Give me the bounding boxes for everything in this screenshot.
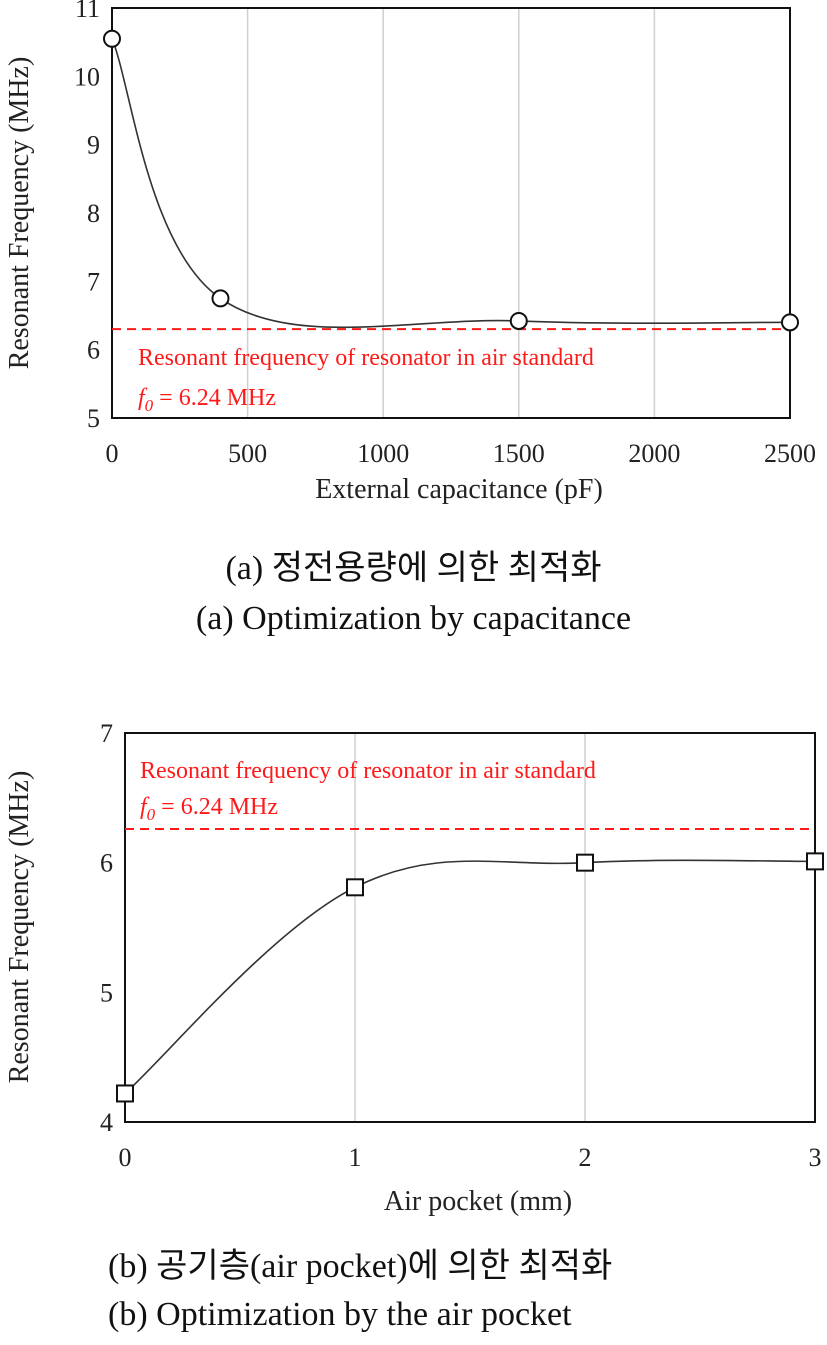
f-value: = 6.24 MHz <box>153 385 276 411</box>
chart-b: 0 1 2 3 4 5 6 7 Air pocket (mm) Resonant Frequenc… <box>4 719 824 1217</box>
f-value: = 6.24 MHz <box>155 794 278 820</box>
data-point <box>781 313 799 332</box>
data-point <box>509 311 528 330</box>
y-tick-label: 7 <box>87 267 100 296</box>
series-line <box>124 859 816 1095</box>
data-point <box>116 1084 134 1103</box>
x-axis-label: Air pocket (mm) <box>384 1186 572 1217</box>
f-symbol: f <box>138 385 148 411</box>
x-tick-label: 2500 <box>764 439 816 468</box>
x-tick-label: 2000 <box>628 439 680 468</box>
chart-a: 0 500 1000 1500 2000 2500 5 6 7 8 9 10 11 External ca… <box>4 0 816 505</box>
y-tick-label: 6 <box>87 336 100 365</box>
data-point <box>806 852 824 871</box>
y-tick-label: 5 <box>87 404 100 433</box>
x-tick-label: 1500 <box>493 439 545 468</box>
y-tick-label: 4 <box>100 1108 113 1137</box>
caption-a-english: (a) Optimization by capacitance <box>195 600 632 637</box>
data-point <box>103 29 121 48</box>
y-tick-label: 6 <box>100 849 113 878</box>
data-point <box>346 878 364 897</box>
plot-frame <box>111 7 791 419</box>
x-tick-label: 500 <box>228 439 267 468</box>
caption-a-korean: (a) 정전용량에 의한 최적화 <box>225 550 602 587</box>
caption-b-english: (b) Optimization by the air pocket <box>108 1296 572 1333</box>
y-tick-label: 7 <box>100 719 113 748</box>
f-subscript: 0 <box>145 396 154 415</box>
caption-b-korean: (b) 공기층(air pocket)에 의한 최적화 <box>108 1248 613 1285</box>
reference-value-annotation: f0 = 6.24 MHz <box>138 385 276 415</box>
plot-frame <box>124 732 816 1123</box>
reference-annotation: Resonant frequency of resonator in air s… <box>140 758 596 784</box>
y-tick-label: 9 <box>87 131 100 160</box>
y-tick-label: 5 <box>100 978 113 1007</box>
y-axis-label: Resonant Frequency (MHz) <box>4 57 35 370</box>
x-axis-label: External capacitance (pF) <box>315 474 603 505</box>
x-tick-label: 1 <box>349 1143 362 1172</box>
y-tick-label: 8 <box>87 199 100 228</box>
y-axis-label: Resonant Frequency (MHz) <box>4 771 35 1084</box>
x-tick-label: 1000 <box>357 439 409 468</box>
y-tick-label: 11 <box>75 0 100 23</box>
x-tick-label: 3 <box>809 1143 822 1172</box>
x-tick-label: 2 <box>579 1143 592 1172</box>
data-point <box>211 289 230 308</box>
reference-annotation: Resonant frequency of resonator in air s… <box>138 345 594 371</box>
x-tick-label: 0 <box>119 1143 132 1172</box>
data-point <box>576 853 594 872</box>
f-subscript: 0 <box>147 805 156 824</box>
x-tick-label: 0 <box>106 439 119 468</box>
y-tick-label: 10 <box>74 62 100 91</box>
reference-value-annotation: f0 = 6.24 MHz <box>140 794 278 824</box>
f-symbol: f <box>140 794 150 820</box>
series-line <box>111 38 791 329</box>
